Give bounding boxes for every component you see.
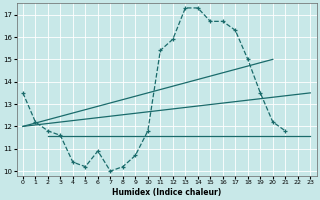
X-axis label: Humidex (Indice chaleur): Humidex (Indice chaleur) — [112, 188, 221, 197]
